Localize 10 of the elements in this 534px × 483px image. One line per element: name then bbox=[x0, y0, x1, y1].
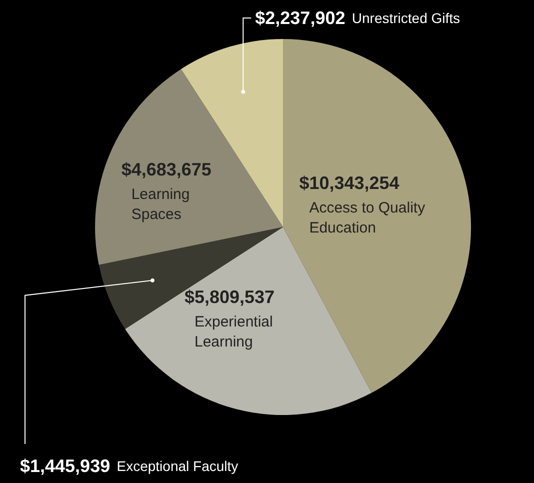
slice-label: Unrestricted Gifts bbox=[352, 10, 460, 26]
data-label: $4,683,675 bbox=[121, 160, 212, 180]
data-label: $2,237,902 bbox=[255, 8, 346, 28]
slice-label: Experiential Learning bbox=[194, 314, 278, 351]
data-label: $1,445,939 bbox=[20, 456, 110, 476]
slice-label: Learning Spaces bbox=[131, 186, 194, 224]
slice-label: Access to Quality Education bbox=[309, 200, 430, 237]
data-label: $10,343,254 bbox=[299, 173, 400, 194]
slice-label: Exceptional Faculty bbox=[116, 458, 238, 474]
data-label: $5,809,537 bbox=[184, 287, 275, 308]
